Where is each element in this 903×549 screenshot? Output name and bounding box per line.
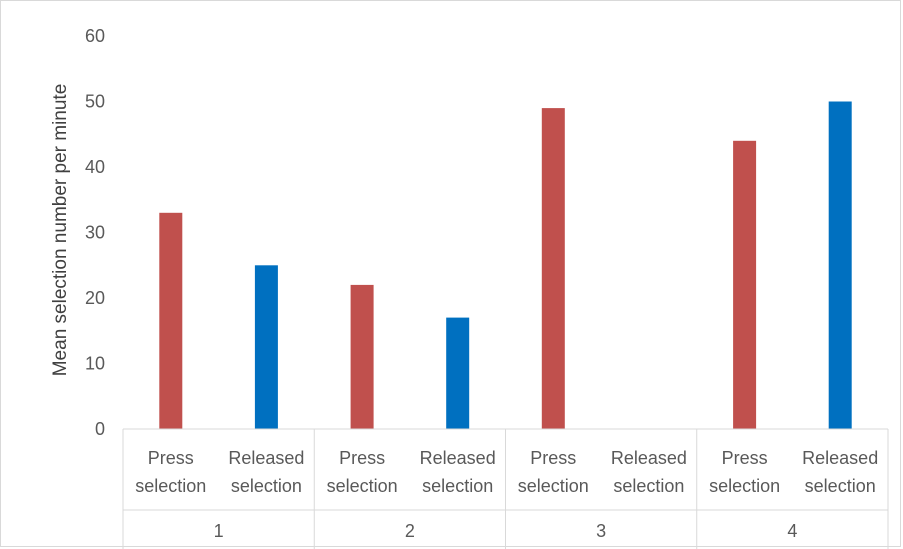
bar-category-label: Released selection bbox=[228, 448, 304, 496]
bar-category-label-line: selection bbox=[613, 476, 684, 496]
bar bbox=[254, 265, 278, 430]
y-tick-label: 30 bbox=[85, 223, 105, 243]
group-label: 4 bbox=[787, 521, 797, 541]
y-tick-label: 40 bbox=[85, 157, 105, 177]
bar-category-label: Press selection bbox=[327, 448, 398, 496]
y-tick-label: 20 bbox=[85, 288, 105, 308]
y-tick-label: 60 bbox=[85, 26, 105, 46]
bar-category-label: Press selection bbox=[709, 448, 780, 496]
bar bbox=[159, 212, 183, 429]
bar-category-label-line: selection bbox=[805, 476, 876, 496]
bar-category-label-line: Press bbox=[148, 448, 194, 468]
y-tick-label: 50 bbox=[85, 92, 105, 112]
bar-category-label-line: Press bbox=[722, 448, 768, 468]
bar-category-label-line: selection bbox=[709, 476, 780, 496]
bar-category-label-line: Released bbox=[228, 448, 304, 468]
bar-category-label-line: selection bbox=[518, 476, 589, 496]
bar-category-label-line: selection bbox=[135, 476, 206, 496]
bar bbox=[733, 140, 757, 430]
group-label: 2 bbox=[405, 521, 415, 541]
bar-category-label-line: Press bbox=[339, 448, 385, 468]
bar-category-label: Released selection bbox=[802, 448, 878, 496]
bar-category-label: Released selection bbox=[420, 448, 496, 496]
bar bbox=[446, 317, 470, 429]
bar-category-label: Press selection bbox=[518, 448, 589, 496]
bar-category-label-line: selection bbox=[422, 476, 493, 496]
y-tick-label: 0 bbox=[95, 419, 105, 439]
bar-category-label-line: Press bbox=[530, 448, 576, 468]
group-label: 1 bbox=[214, 521, 224, 541]
bar-category-label: Released selection bbox=[611, 448, 687, 496]
group-label: 3 bbox=[596, 521, 606, 541]
bar bbox=[350, 284, 374, 429]
bar-category-label: Press selection bbox=[135, 448, 206, 496]
y-axis-title: Mean selection number per minute bbox=[50, 84, 71, 377]
bar-category-label-line: Released bbox=[420, 448, 496, 468]
bar-category-label-line: selection bbox=[327, 476, 398, 496]
bar-category-label-line: Released bbox=[802, 448, 878, 468]
bar bbox=[541, 108, 565, 429]
y-tick-label: 10 bbox=[85, 354, 105, 374]
bar-category-label-line: Released bbox=[611, 448, 687, 468]
bar bbox=[828, 101, 852, 429]
bar-category-label-line: selection bbox=[231, 476, 302, 496]
